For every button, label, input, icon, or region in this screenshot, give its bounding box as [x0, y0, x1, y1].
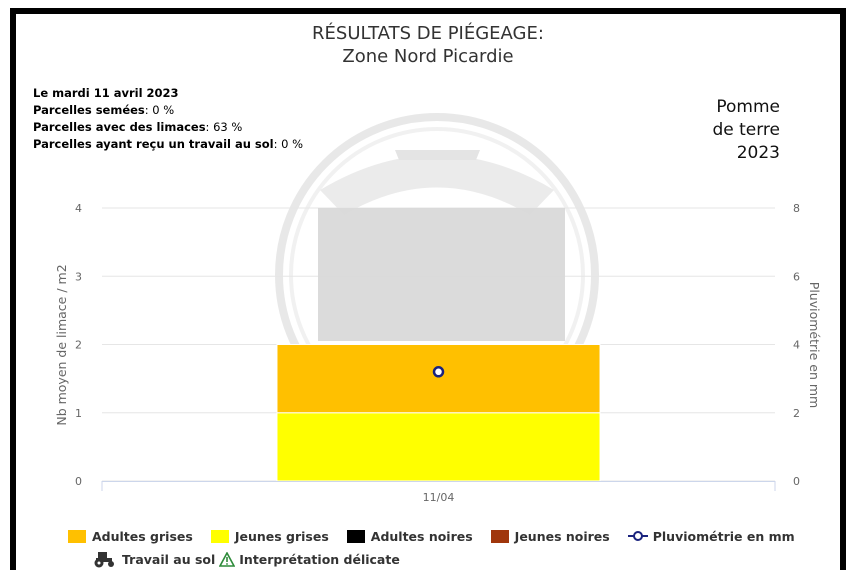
warning-triangle-icon	[219, 551, 236, 567]
info-tillage-label: Parcelles ayant reçu un travail au sol	[33, 137, 274, 151]
legend-label: Travail au sol	[122, 551, 216, 567]
legend-item-jeunes-grises[interactable]: Jeunes grises	[210, 528, 329, 544]
info-sown: Parcelles semées: 0 %	[33, 102, 303, 119]
y-axis-label: Nb moyen de limace / m2	[54, 264, 69, 425]
y-right-tick-label: 2	[793, 407, 800, 420]
info-sown-label: Parcelles semées	[33, 103, 145, 117]
axes-group: 0 1 2 3 4 0 2 4 6 8 11/04	[75, 202, 800, 504]
info-tillage-value: : 0 %	[273, 137, 304, 151]
y-tick-label: 3	[75, 270, 82, 283]
bar-segment	[276, 344, 601, 414]
crop-line1: Pomme	[716, 97, 780, 117]
legend-label: Pluviométrie en mm	[652, 528, 795, 544]
legend-item-travail[interactable]: Travail au sol	[92, 550, 215, 568]
legend-label: Jeunes grises	[234, 528, 329, 544]
chart-legend: Adultes grises Jeunes grises Adultes noi…	[68, 526, 836, 569]
legend-swatch	[210, 529, 229, 543]
y-tick-label: 4	[75, 202, 82, 215]
tractor-icon	[94, 552, 114, 568]
legend-item-interpretation[interactable]: Interprétation délicate	[219, 551, 400, 567]
bar-segment	[276, 412, 601, 482]
x-tick-label: 11/04	[423, 491, 455, 504]
info-block: Le mardi 11 avril 2023 Parcelles semées:…	[33, 85, 303, 153]
crop-line2: de terre	[712, 120, 780, 140]
legend-swatch	[346, 529, 365, 543]
info-date: Le mardi 11 avril 2023	[33, 86, 179, 100]
bars-group	[276, 344, 601, 482]
legend-label: Adultes noires	[370, 528, 473, 544]
info-sown-value: : 0 %	[144, 103, 175, 117]
overlay-box	[318, 208, 565, 341]
legend-label: Adultes grises	[92, 528, 193, 544]
info-slugs: Parcelles avec des limaces: 63 %	[33, 119, 303, 136]
legend-item-adultes-noires[interactable]: Adultes noires	[346, 528, 473, 544]
y-tick-label: 2	[75, 339, 82, 352]
legend-swatch	[68, 529, 86, 543]
info-tillage: Parcelles ayant reçu un travail au sol: …	[33, 136, 303, 153]
crop-label: Pomme de terre 2023	[712, 96, 780, 165]
legend-row-1: Adultes grises Jeunes grises Adultes noi…	[68, 526, 836, 546]
legend-swatch	[490, 529, 509, 543]
legend-row-2: Travail au sol Interprétation délicate	[68, 549, 836, 569]
y-right-tick-label: 6	[793, 270, 800, 283]
pluvio-point	[432, 366, 445, 378]
y-right-tick-label: 8	[793, 202, 800, 215]
y-tick-label: 0	[75, 475, 82, 488]
info-slugs-label: Parcelles avec des limaces	[33, 120, 206, 134]
legend-item-adultes-grises[interactable]: Adultes grises	[68, 529, 193, 544]
y-axis-right-label: Pluviométrie en mm	[807, 282, 822, 408]
legend-label: Interprétation délicate	[239, 551, 400, 567]
crop-line3: 2023	[736, 143, 780, 163]
info-slugs-value: : 63 %	[205, 120, 243, 134]
chart-subtitle: Zone Nord Picardie	[342, 46, 514, 67]
y-right-tick-label: 0	[793, 475, 800, 488]
y-tick-label: 1	[75, 407, 82, 420]
chart-title: RÉSULTATS DE PIÉGEAGE:	[312, 23, 544, 44]
line-series-group	[432, 366, 445, 378]
legend-item-pluviometrie[interactable]: Pluviométrie en mm	[627, 528, 795, 544]
legend-item-jeunes-noires[interactable]: Jeunes noires	[490, 528, 610, 544]
legend-label: Jeunes noires	[514, 528, 610, 544]
pluvio-marker-icon	[627, 531, 648, 541]
y-right-tick-label: 4	[793, 339, 800, 352]
